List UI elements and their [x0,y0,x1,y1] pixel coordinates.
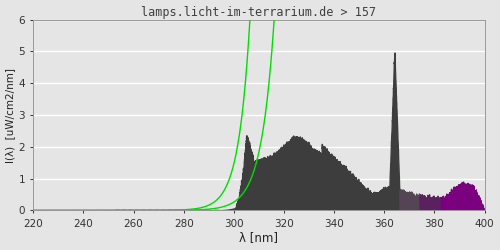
Y-axis label: I(λ)  [uW/cm2/nm]: I(λ) [uW/cm2/nm] [6,68,16,162]
Title: lamps.licht-im-terrarium.de > 157: lamps.licht-im-terrarium.de > 157 [142,6,376,18]
X-axis label: λ [nm]: λ [nm] [240,232,279,244]
